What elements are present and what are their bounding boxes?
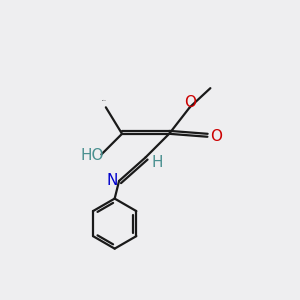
Text: HO: HO — [80, 148, 104, 164]
Text: N: N — [107, 173, 118, 188]
Text: O: O — [184, 94, 196, 110]
Text: H: H — [151, 155, 163, 170]
Text: O: O — [210, 129, 222, 144]
Text: methyl: methyl — [102, 99, 107, 101]
